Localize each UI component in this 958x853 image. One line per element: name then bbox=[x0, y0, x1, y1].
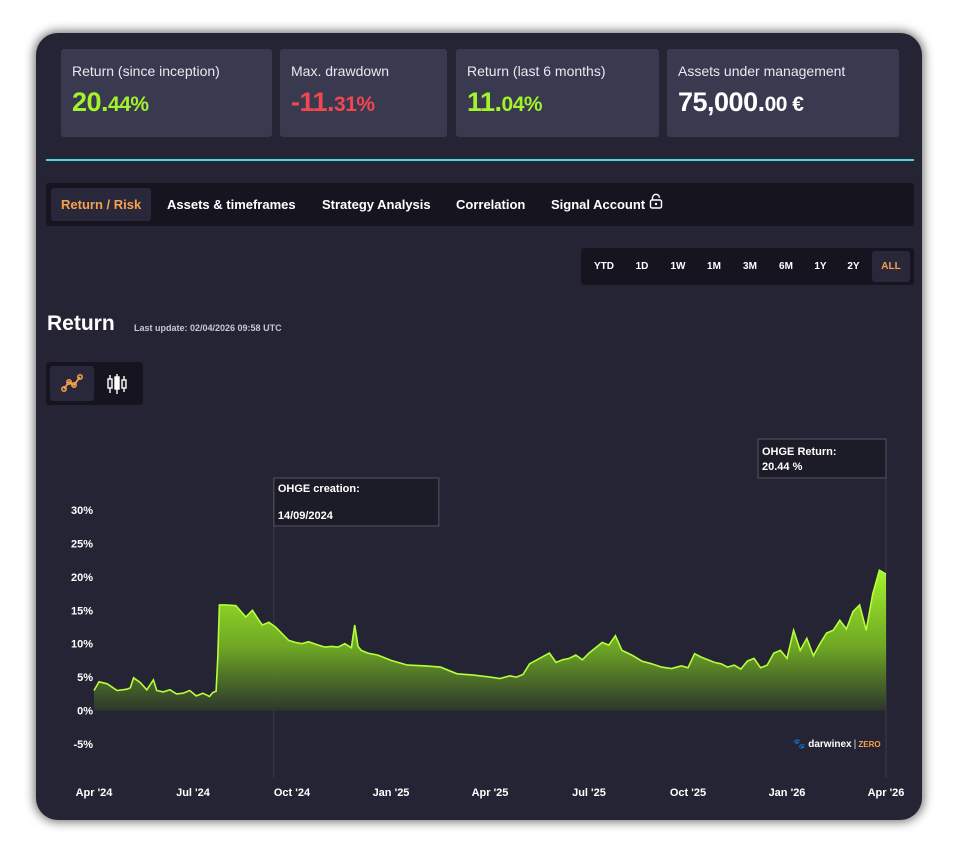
line-chart-icon bbox=[61, 374, 83, 397]
y-tick-label: 5% bbox=[77, 672, 93, 684]
stat-card-max-drawdown: Max. drawdown -11.31% bbox=[280, 49, 447, 137]
stat-label: Return (last 6 months) bbox=[467, 63, 606, 79]
dashboard-frame: Return (since inception) 20.44% Max. dra… bbox=[36, 33, 922, 820]
y-tick-label: 10% bbox=[71, 639, 93, 651]
creation-annotation-box bbox=[273, 477, 440, 527]
x-tick-label: Jan '25 bbox=[373, 787, 410, 799]
stat-value-decimal: 31% bbox=[334, 93, 375, 116]
y-tick-label: 30% bbox=[71, 505, 93, 517]
y-tick-label: -5% bbox=[73, 739, 93, 751]
x-axis: Apr '24 Jul '24 Oct '24 Jan '25 Apr '25 Jul '… bbox=[76, 787, 905, 799]
tab-signal-account-label: Signal Account bbox=[551, 197, 646, 212]
watermark-brand: darwinex bbox=[808, 739, 852, 750]
x-tick-label: Oct '25 bbox=[670, 787, 706, 799]
stat-label: Max. drawdown bbox=[291, 63, 390, 79]
stat-label: Assets under management bbox=[678, 63, 846, 79]
x-tick-label: Jan '26 bbox=[769, 787, 806, 799]
range-all[interactable]: ALL bbox=[872, 251, 910, 282]
annotations: OHGE creation: 14/09/2024 OHGE Return: 20.4… bbox=[273, 438, 887, 527]
y-axis: 30% 25% 20% 15% 10% 5% 0% -5% bbox=[71, 505, 93, 751]
stat-value: 11.04% bbox=[467, 87, 648, 118]
return-annotation-label: OHGE Return: bbox=[762, 446, 837, 458]
darwinex-watermark: 🐾 darwinex | ZERO bbox=[793, 739, 881, 750]
range-ytd[interactable]: YTD bbox=[594, 261, 614, 272]
y-tick-label: 25% bbox=[71, 538, 93, 550]
return-chart: 30% 25% 20% 15% 10% 5% 0% -5% Apr '24 Jul '24 Oct… bbox=[71, 438, 905, 799]
time-range-selector: YTD 1D 1W 1M 3M 6M 1Y 2Y ALL bbox=[581, 248, 914, 285]
candlestick-chart-button[interactable] bbox=[95, 366, 139, 401]
stat-value: 75,000.00 € bbox=[678, 87, 888, 118]
tab-signal-account[interactable]: Signal Account bbox=[541, 188, 673, 221]
series-area-fill bbox=[94, 570, 886, 711]
tab-bar: Return / Risk Assets & timeframes Strate… bbox=[46, 183, 914, 226]
range-1m[interactable]: 1M bbox=[707, 261, 721, 272]
stat-card-return-6-months: Return (last 6 months) 11.04% bbox=[456, 49, 659, 137]
stat-value: 20.44% bbox=[72, 87, 261, 118]
last-update-timestamp: Last update: 02/04/2026 09:58 UTC bbox=[134, 323, 282, 333]
lock-icon bbox=[649, 188, 663, 221]
stat-value-main: 11. bbox=[467, 87, 502, 117]
tab-return-risk[interactable]: Return / Risk bbox=[51, 188, 152, 221]
stat-label: Return (since inception) bbox=[72, 63, 220, 79]
x-tick-label: Jul '24 bbox=[176, 787, 211, 799]
stat-value: -11.31% bbox=[291, 87, 436, 118]
tab-assets-timeframes[interactable]: Assets & timeframes bbox=[167, 197, 296, 212]
stat-value-decimal: 00 € bbox=[764, 93, 804, 116]
range-3m[interactable]: 3M bbox=[743, 261, 757, 272]
y-tick-label: 15% bbox=[71, 605, 93, 617]
line-chart-button[interactable] bbox=[50, 366, 94, 401]
range-1y[interactable]: 1Y bbox=[814, 261, 827, 272]
range-1d[interactable]: 1D bbox=[635, 261, 649, 272]
stat-card-aum: Assets under management 75,000.00 € bbox=[667, 49, 899, 137]
chart-type-toggle bbox=[46, 362, 143, 405]
y-tick-label: 0% bbox=[77, 706, 93, 718]
stat-value-main: -11. bbox=[291, 87, 335, 117]
x-tick-label: Apr '25 bbox=[472, 787, 509, 799]
x-tick-label: Jul '25 bbox=[572, 787, 606, 799]
stat-value-main: 20. bbox=[72, 87, 109, 117]
return-annotation-box bbox=[757, 438, 887, 479]
watermark-tag: ZERO bbox=[858, 740, 881, 749]
tab-correlation[interactable]: Correlation bbox=[456, 197, 526, 212]
creation-annotation-date: 14/09/2024 bbox=[278, 510, 334, 522]
y-tick-label: 20% bbox=[71, 572, 93, 584]
series-line bbox=[93, 568, 887, 698]
return-annotation-value: 20.44 % bbox=[762, 461, 803, 473]
section-divider bbox=[46, 159, 914, 161]
x-tick-label: Apr '24 bbox=[76, 787, 114, 799]
x-tick-label: Apr '26 bbox=[868, 787, 905, 799]
candlestick-icon bbox=[106, 373, 128, 400]
range-2y[interactable]: 2Y bbox=[847, 261, 860, 272]
stat-card-return-inception: Return (since inception) 20.44% bbox=[61, 49, 272, 137]
tab-strategy-analysis[interactable]: Strategy Analysis bbox=[322, 197, 431, 212]
range-6m[interactable]: 6M bbox=[779, 261, 793, 272]
page-title: Return bbox=[47, 312, 115, 335]
x-tick-label: Oct '24 bbox=[274, 787, 311, 799]
stat-value-decimal: 04% bbox=[501, 93, 543, 116]
darwinex-logo-icon: 🐾 bbox=[793, 739, 806, 750]
stat-value-decimal: 44% bbox=[108, 93, 149, 116]
creation-annotation-label: OHGE creation: bbox=[278, 483, 360, 495]
range-1w[interactable]: 1W bbox=[670, 261, 686, 272]
stat-value-main: 75,000. bbox=[678, 87, 765, 117]
